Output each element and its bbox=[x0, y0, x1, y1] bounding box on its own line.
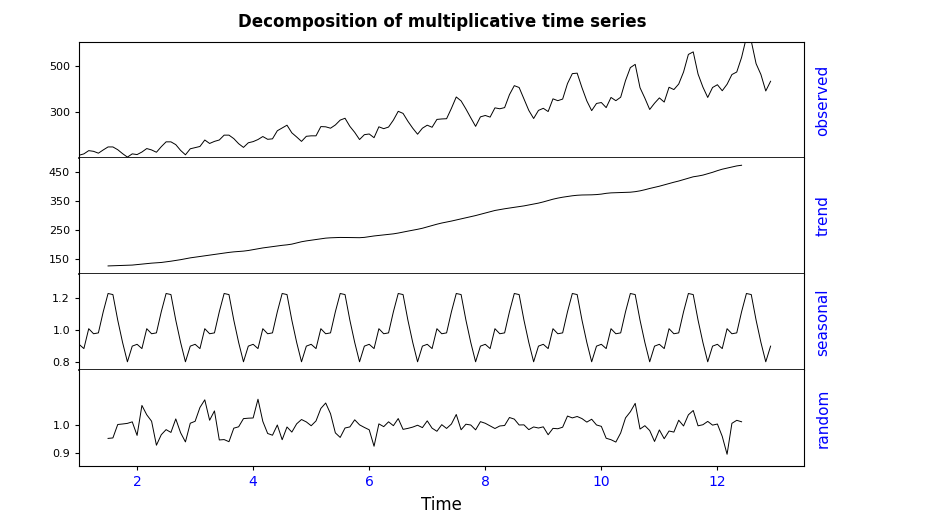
Text: random: random bbox=[816, 388, 830, 448]
Text: Decomposition of multiplicative time series: Decomposition of multiplicative time ser… bbox=[237, 13, 646, 31]
Text: observed: observed bbox=[816, 65, 830, 136]
X-axis label: Time: Time bbox=[421, 497, 462, 515]
Text: seasonal: seasonal bbox=[816, 288, 830, 356]
Text: trend: trend bbox=[816, 196, 830, 236]
